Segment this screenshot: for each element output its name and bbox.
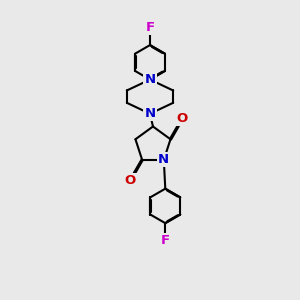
Text: F: F [146,21,154,34]
Text: O: O [177,112,188,125]
Text: F: F [161,235,170,248]
Text: O: O [124,174,136,187]
Text: N: N [158,153,169,167]
Text: N: N [144,73,156,86]
Text: N: N [144,107,156,120]
